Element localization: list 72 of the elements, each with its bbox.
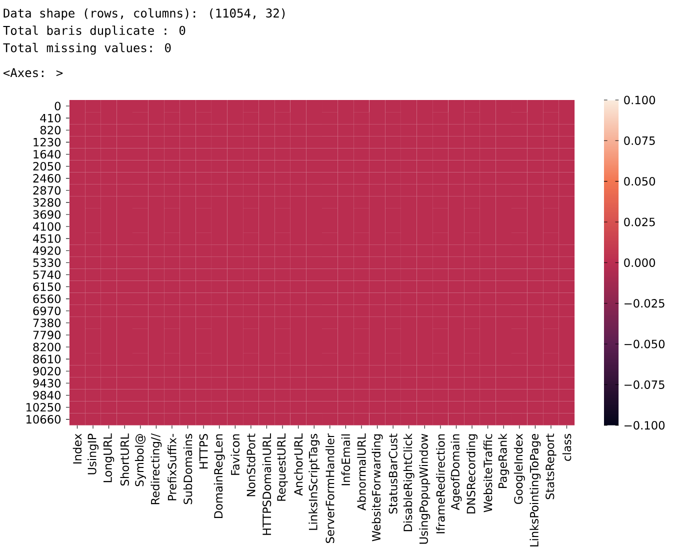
x-tick-label: DNSRecording bbox=[466, 434, 478, 514]
y-tick-label: 2870 bbox=[33, 186, 61, 195]
y-tick-label: 10660 bbox=[26, 415, 61, 424]
x-tick-label: HTTPSDomainURL bbox=[262, 433, 272, 535]
x-tick-label: DomainRegLen bbox=[214, 434, 225, 518]
text: Total missing values: 0 bbox=[3, 42, 171, 55]
y-tick-label: 9020 bbox=[33, 366, 61, 376]
x-tick-label: PrefixSuffix- bbox=[168, 434, 176, 500]
y-tick-label: 6150 bbox=[33, 282, 61, 292]
x-tick-label: Index bbox=[72, 434, 82, 464]
x-tick-label: GoogleIndex bbox=[514, 434, 525, 504]
y-tick-label: 0 bbox=[54, 102, 61, 110]
y-tick-label: 8200 bbox=[33, 342, 61, 352]
y-tick-label: 4100 bbox=[32, 222, 61, 231]
y-tick-label: 10250 bbox=[26, 403, 61, 412]
y-tick-label: 5330 bbox=[33, 258, 61, 267]
color-bar-label: −0.075 bbox=[624, 380, 664, 389]
x-tick-label: LinksInScriptTags bbox=[308, 434, 320, 530]
color-bar-label: 0.075 bbox=[624, 136, 655, 145]
text: <Axes: > bbox=[3, 68, 63, 78]
y-tick-label: 7380 bbox=[33, 318, 61, 328]
y-tick-label: 4510 bbox=[32, 234, 61, 243]
x-tick-label: IframeRedirection bbox=[436, 434, 445, 534]
x-tick-label: ServerFormHandler bbox=[326, 433, 334, 543]
x-tick-label: Redirecting// bbox=[150, 433, 162, 504]
x-tick-label: Symbol@ bbox=[134, 434, 146, 486]
x-tick-label: UsingIP bbox=[88, 434, 99, 474]
color-bar-label: −0.025 bbox=[624, 299, 664, 308]
color-bar-label: 0.050 bbox=[624, 177, 656, 186]
x-tick-label: SubDomains bbox=[183, 434, 192, 504]
x-tick-label: NonStdPort bbox=[246, 434, 256, 496]
x-tick-label: DisableRightClick bbox=[403, 433, 414, 532]
x-tick-label: UsingPopupWindow bbox=[419, 434, 430, 544]
y-tick-label: 7790 bbox=[33, 330, 61, 340]
x-tick-label: AbnormalURL bbox=[357, 433, 366, 510]
text: Data shape (rows, columns): (11054, 32) bbox=[4, 8, 285, 20]
color-bar-label: 0.025 bbox=[624, 218, 655, 226]
color-bar-label: −0.100 bbox=[624, 421, 665, 430]
x-tick-label: Favicon bbox=[230, 434, 240, 475]
x-tick-label: StatsReport bbox=[546, 434, 556, 500]
x-tick-label: AnchorURL bbox=[294, 433, 303, 496]
x-tick-label: WebsiteTraffic bbox=[483, 434, 492, 512]
y-tick-label: 9840 bbox=[33, 390, 61, 400]
y-tick-label: 5740 bbox=[33, 270, 61, 280]
y-tick-label: 1640 bbox=[34, 150, 61, 159]
x-tick-label: ShortURL bbox=[120, 433, 129, 486]
y-tick-label: 6560 bbox=[33, 294, 61, 304]
x-tick-label: class bbox=[562, 434, 572, 461]
x-tick-label: LinksPointingToPage bbox=[530, 434, 541, 546]
y-tick-label: 8610 bbox=[33, 354, 61, 364]
x-tick-label: LongURL bbox=[104, 433, 114, 482]
text: Total baris duplicate : 0 bbox=[3, 26, 186, 38]
x-tick-label: WebsiteForwarding bbox=[372, 434, 383, 542]
y-tick-label: 3690 bbox=[33, 210, 61, 219]
y-tick-label: 6970 bbox=[33, 306, 61, 316]
x-tick-label: InfoEmail bbox=[341, 434, 350, 486]
y-tick-label: 3280 bbox=[33, 198, 61, 207]
y-tick-label: 820 bbox=[40, 126, 61, 134]
color-bar-label: 0.100 bbox=[624, 96, 656, 104]
y-tick-label: 4920 bbox=[32, 246, 61, 255]
x-tick-label: PageRank bbox=[498, 433, 510, 488]
x-tick-label: RequestURL bbox=[277, 433, 288, 501]
y-tick-label: 2050 bbox=[33, 162, 61, 171]
x-tick-label: AgeofDomain bbox=[450, 434, 462, 510]
y-tick-label: 2460 bbox=[33, 174, 61, 183]
x-tick-label: StatusBarCust bbox=[388, 434, 398, 514]
x-tick-label: HTTPS bbox=[199, 434, 208, 468]
color-bar-label: 0.000 bbox=[624, 258, 656, 267]
y-tick-label: 9430 bbox=[33, 378, 61, 388]
color-bar-label: −0.050 bbox=[624, 340, 665, 348]
y-tick-label: 410 bbox=[40, 114, 61, 122]
y-tick-label: 1230 bbox=[34, 138, 61, 146]
